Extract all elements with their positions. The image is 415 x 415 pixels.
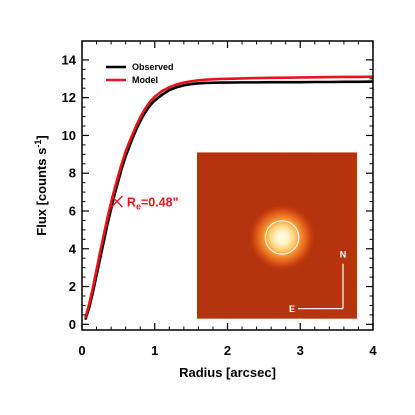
y-tick-label: 2 [69,279,76,294]
compass-east-label: E [289,304,295,314]
x-axis-title: Radius [arcsec] [179,365,276,380]
legend-label-observed: Observed [132,62,174,72]
y-tick-label: 8 [69,166,76,181]
annotation-label: Re=0.48" [127,196,179,212]
inset-image: N E [196,152,357,319]
x-tick-label: 4 [369,343,377,358]
x-tick-label: 2 [224,343,231,358]
inset-aperture-circle [264,220,300,255]
y-axis-title: Flux [counts s-1] [33,135,49,235]
series-line-model [84,75,373,319]
compass-north-label: N [340,250,347,260]
legend: Observed Model [106,62,174,85]
x-tick-label: 0 [78,343,85,358]
x-tick-label: 1 [151,343,158,358]
annotation-effective-radius: Re=0.48" [110,195,179,212]
annotation-marker-stroke-2 [110,195,123,208]
compass: N E [289,250,346,315]
y-tick-label: 6 [69,204,76,219]
y-tick-label: 0 [69,317,76,332]
series-line-observed [84,80,373,320]
inset-source-glow [246,202,318,273]
y-tick-label: 14 [62,52,77,67]
y-tick-label: 12 [62,90,76,105]
series-layer [84,75,373,320]
y-tick-label: 10 [62,128,76,143]
x-tick-label: 3 [297,343,304,358]
y-tick-label: 4 [69,241,77,256]
legend-label-model: Model [132,75,158,85]
